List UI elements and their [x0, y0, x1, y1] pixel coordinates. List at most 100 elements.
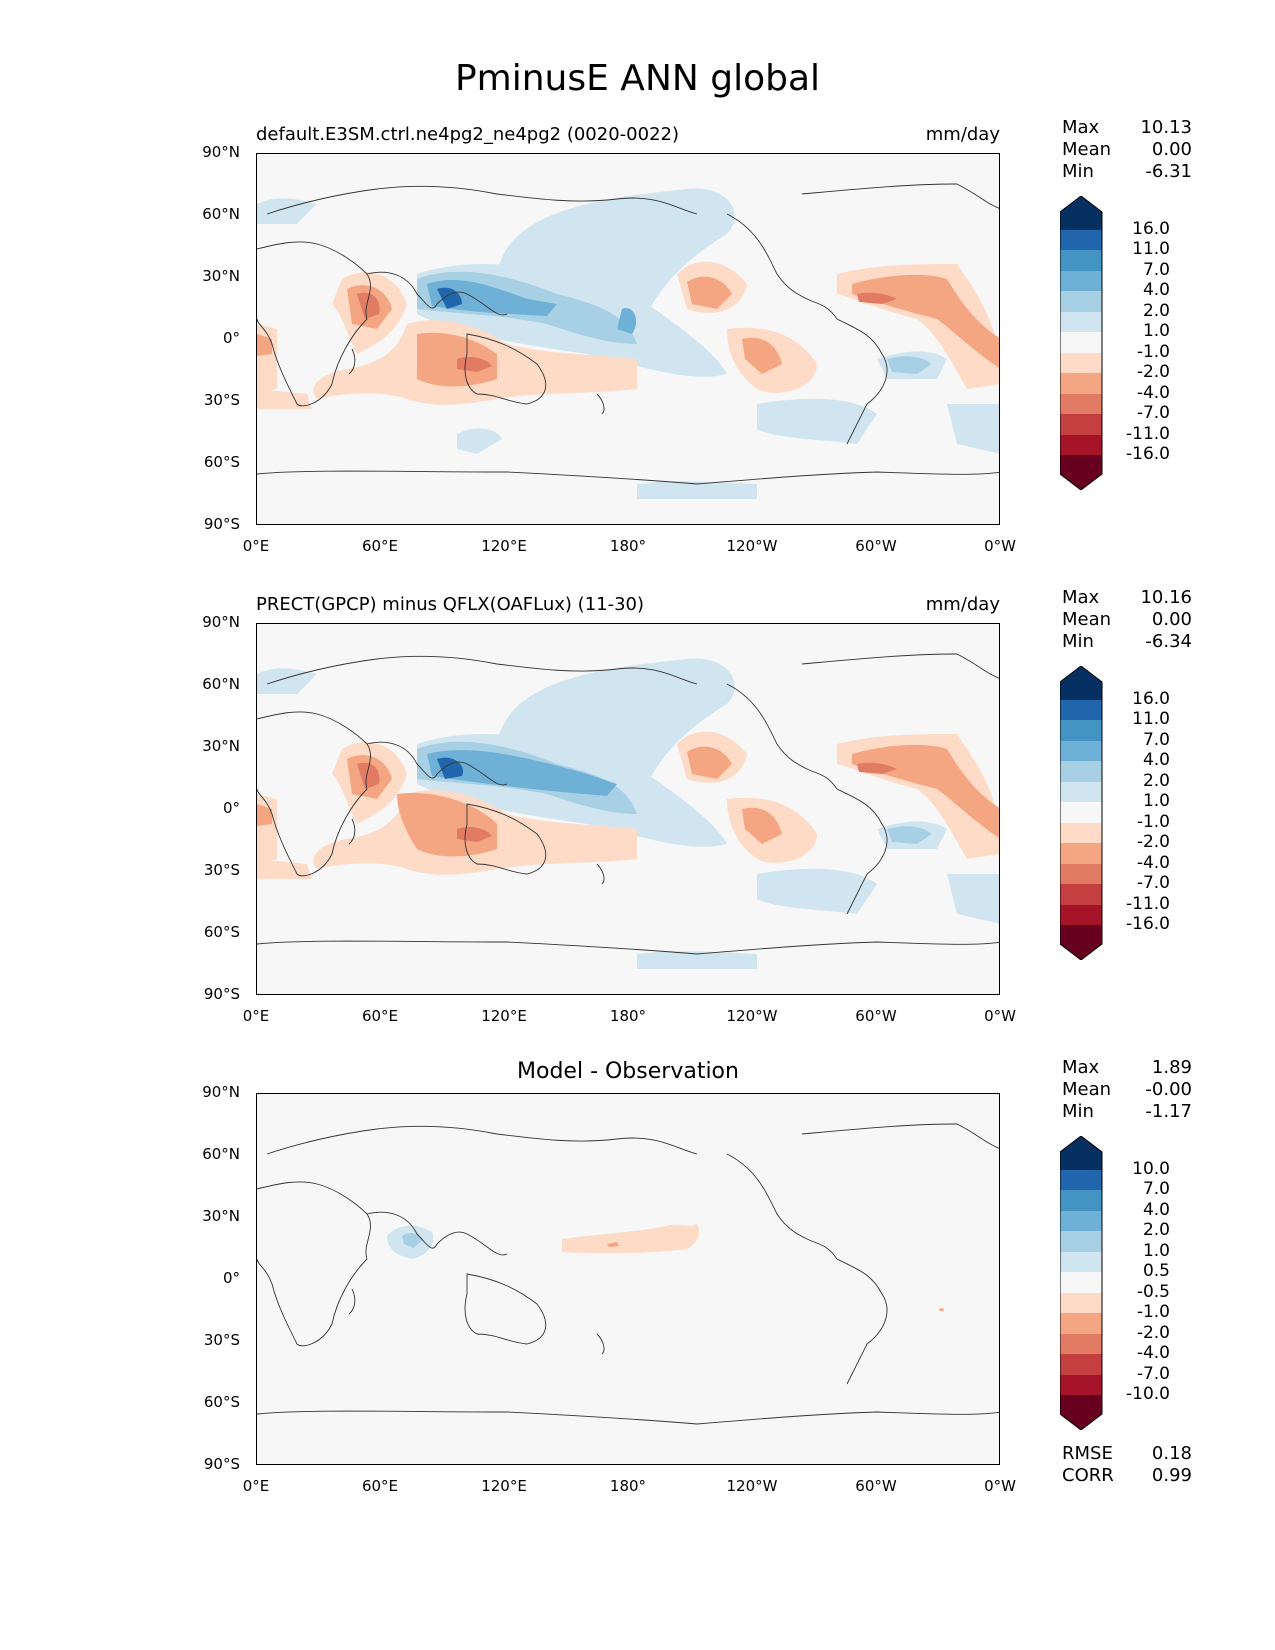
p3-level: -7.0 [1136, 1364, 1170, 1384]
stat-value: -6.31 [1145, 161, 1192, 182]
metric-label: RMSE [1062, 1443, 1113, 1464]
p3-level: -2.0 [1136, 1323, 1170, 1343]
stat-label: Mean [1062, 609, 1112, 630]
p1-xtick-0w: 0°W [984, 537, 1016, 555]
p1-level: -2.0 [1136, 362, 1170, 382]
p3-ytick-60s: 60°S [203, 1393, 240, 1411]
p1-level: -11.0 [1126, 424, 1170, 444]
panel-3-anomaly-fields [387, 1224, 944, 1311]
stat-label: Mean [1062, 139, 1112, 160]
p2-level: -4.0 [1136, 853, 1170, 873]
p1-ytick-90s: 90°S [203, 515, 240, 533]
p2-xtick-0e: 0°E [242, 1007, 270, 1025]
panel-2-anomaly-fields [257, 658, 999, 969]
stat-value: -0.00 [1145, 1079, 1192, 1100]
p3-level: 4.0 [1142, 1200, 1170, 1220]
p2-level: 2.0 [1142, 771, 1170, 791]
p3-level: 10.0 [1132, 1159, 1170, 1179]
p1-level: 11.0 [1132, 239, 1170, 259]
stat-value: 1.89 [1151, 1057, 1192, 1078]
panel-2-coastlines [257, 653, 999, 955]
p1-xtick-60e: 60°E [361, 537, 399, 555]
p3-ytick-0: 0° [222, 1269, 240, 1287]
p2-xtick-60w: 60°W [855, 1007, 897, 1025]
stat-label: Min [1062, 631, 1094, 652]
p1-ytick-30n: 30°N [202, 267, 240, 285]
metric-value: 0.99 [1151, 1465, 1192, 1486]
p1-ytick-90n: 90°N [202, 143, 240, 161]
p1-xtick-60w: 60°W [855, 537, 897, 555]
panel-1-stats: Max 10.13 Mean 0.00 Min -6.31 [1062, 117, 1192, 183]
panel-3-stats: Max 1.89 Mean -0.00 Min -1.17 [1062, 1057, 1192, 1123]
p2-level: -11.0 [1126, 894, 1170, 914]
p2-level: 16.0 [1132, 689, 1170, 709]
p3-xtick-0w: 0°W [984, 1477, 1016, 1495]
p3-xtick-120w: 120°W [726, 1477, 778, 1495]
p3-ytick-90n: 90°N [202, 1083, 240, 1101]
p2-level: -2.0 [1136, 832, 1170, 852]
p3-level: -0.5 [1136, 1282, 1170, 1302]
p3-xtick-60e: 60°E [361, 1477, 399, 1495]
panel-1-coastlines [257, 183, 999, 485]
panel-3-colorbar [1059, 1135, 1104, 1434]
panel-3-metrics: RMSE 0.18 CORR 0.99 [1062, 1443, 1192, 1487]
p2-xtick-120w: 120°W [726, 1007, 778, 1025]
p2-xtick-60e: 60°E [361, 1007, 399, 1025]
p3-xtick-180: 180° [609, 1477, 647, 1495]
p3-level: 2.0 [1142, 1220, 1170, 1240]
p1-level: -7.0 [1136, 403, 1170, 423]
p2-ytick-60s: 60°S [203, 923, 240, 941]
p1-level: 16.0 [1132, 219, 1170, 239]
stat-label: Max [1062, 1057, 1100, 1078]
stat-value: 10.16 [1140, 587, 1192, 608]
stat-value: 0.00 [1151, 609, 1192, 630]
p1-ytick-60s: 60°S [203, 453, 240, 471]
p1-xtick-0e: 0°E [242, 537, 270, 555]
p2-xtick-120e: 120°E [481, 1007, 527, 1025]
p1-level: 2.0 [1142, 301, 1170, 321]
figure-title: PminusE ANN global [454, 58, 821, 99]
p1-level: 4.0 [1142, 280, 1170, 300]
panel-2-left-title: PRECT(GPCP) minus QFLX(OAFLux) (11-30) [256, 594, 645, 615]
p1-ytick-60n: 60°N [202, 205, 240, 223]
metric-value: 0.18 [1151, 1443, 1192, 1464]
p3-level: 7.0 [1142, 1179, 1170, 1199]
p1-ytick-30s: 30°S [203, 391, 240, 409]
panel-1-left-title: default.E3SM.ctrl.ne4pg2_ne4pg2 (0020-00… [256, 124, 679, 145]
p1-xtick-120e: 120°E [481, 537, 527, 555]
p2-level: -1.0 [1136, 812, 1170, 832]
stat-value: -6.34 [1145, 631, 1192, 652]
p2-ytick-30s: 30°S [203, 861, 240, 879]
panel-1-anomaly-fields [257, 188, 999, 499]
p3-xtick-60w: 60°W [855, 1477, 897, 1495]
p3-level: 1.0 [1142, 1241, 1170, 1261]
p3-ytick-30s: 30°S [203, 1331, 240, 1349]
panel-1-map [256, 153, 1000, 525]
stat-label: Max [1062, 117, 1100, 138]
p2-ytick-0: 0° [222, 799, 240, 817]
p1-xtick-180: 180° [609, 537, 647, 555]
p3-level: -4.0 [1136, 1343, 1170, 1363]
p3-level: -10.0 [1126, 1384, 1170, 1404]
p2-xtick-0w: 0°W [984, 1007, 1016, 1025]
p2-level: 4.0 [1142, 750, 1170, 770]
panel-1-units: mm/day [925, 124, 1000, 145]
panel-2-map [256, 623, 1000, 995]
p3-xtick-120e: 120°E [481, 1477, 527, 1495]
p2-level: 11.0 [1132, 709, 1170, 729]
panel-2-colorbar [1059, 665, 1104, 964]
p1-level: 1.0 [1142, 321, 1170, 341]
p1-level: 7.0 [1142, 260, 1170, 280]
p1-ytick-0: 0° [222, 329, 240, 347]
p2-level: 7.0 [1142, 730, 1170, 750]
p3-ytick-90s: 90°S [203, 1455, 240, 1473]
p3-level: 0.5 [1142, 1261, 1170, 1281]
stat-label: Mean [1062, 1079, 1112, 1100]
stat-label: Max [1062, 587, 1100, 608]
p2-xtick-180: 180° [609, 1007, 647, 1025]
p2-ytick-90n: 90°N [202, 613, 240, 631]
p3-ytick-60n: 60°N [202, 1145, 240, 1163]
p2-ytick-30n: 30°N [202, 737, 240, 755]
p2-level: -7.0 [1136, 873, 1170, 893]
p3-xtick-0e: 0°E [242, 1477, 270, 1495]
